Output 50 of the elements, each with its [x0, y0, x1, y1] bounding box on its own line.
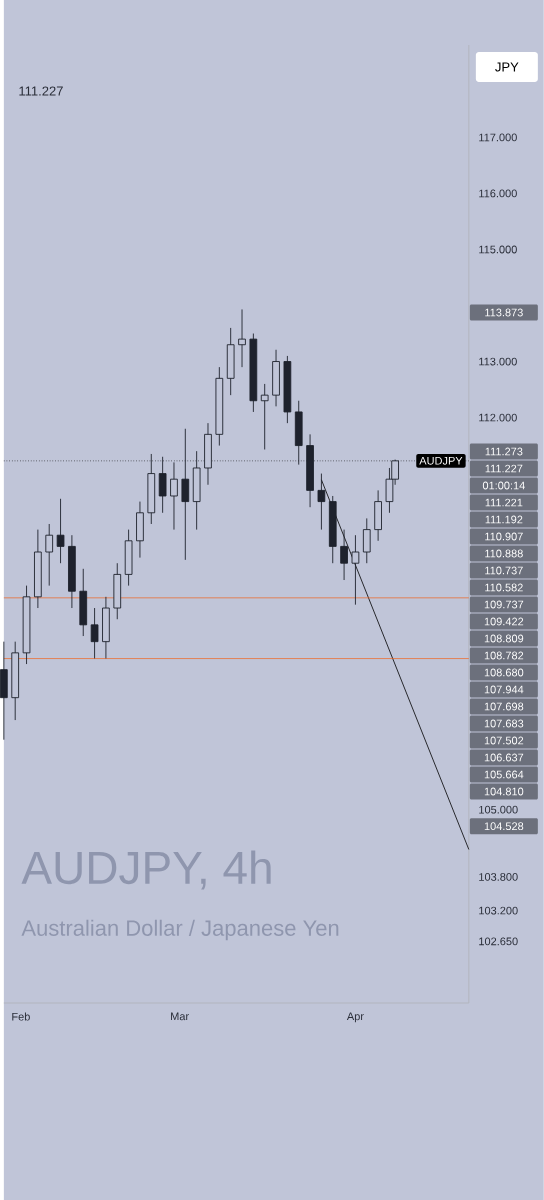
y-tick-label: 102.650 [479, 937, 518, 946]
text: 108.680 [484, 668, 524, 677]
ref-line-label: AUDJPY [419, 457, 463, 465]
text: 106.637 [484, 753, 524, 762]
y-tick-label: 112.000 [479, 413, 517, 422]
text: 111.227 [485, 464, 523, 473]
y-tick-label: 103.800 [479, 873, 518, 881]
text: 110.737 [485, 566, 523, 575]
y-tick-label: 105.000 [479, 805, 518, 814]
text: 111.273 [485, 447, 523, 456]
text: JPY [495, 62, 519, 72]
candlestick [238, 308, 246, 368]
x-tick-label: Mar [171, 1012, 190, 1021]
text: 107.502 [484, 736, 524, 745]
candlestick [260, 383, 269, 450]
text: 111.192 [485, 515, 523, 524]
text: 108.809 [484, 634, 524, 643]
text: 109.737 [484, 600, 524, 609]
candlestick [181, 428, 190, 561]
text: 108.782 [484, 651, 524, 660]
annotation: 111.227 [19, 86, 63, 96]
y-tick-label: 115.000 [479, 245, 517, 254]
text: 109.422 [484, 617, 524, 626]
text: 104.528 [484, 822, 524, 831]
text: 110.907 [485, 532, 523, 541]
text: 107.698 [484, 702, 524, 711]
text: 107.944 [484, 685, 524, 694]
x-tick-label: Feb [12, 1012, 30, 1021]
y-tick-label: 117.000 [479, 133, 517, 142]
candlestick [45, 523, 54, 587]
text: 105.664 [484, 770, 524, 779]
text: 110.888 [485, 549, 523, 558]
text: 01:00:14 [482, 481, 525, 490]
y-tick-label: 113.000 [479, 357, 517, 366]
text: 107.683 [484, 719, 524, 728]
text: 110.582 [485, 583, 523, 592]
text: 111.221 [485, 498, 523, 507]
text: 104.810 [484, 787, 524, 796]
candlestick [158, 456, 167, 514]
candlestick [56, 498, 65, 564]
text: 113.873 [485, 308, 523, 317]
candlestick [351, 534, 360, 606]
candlestick [317, 473, 326, 531]
y-tick-label: 103.200 [479, 906, 518, 915]
y-tick-label: 116.000 [479, 189, 517, 198]
candlestick [170, 461, 178, 531]
candlestick [363, 517, 371, 564]
candlestick [90, 607, 99, 659]
candlestick [340, 529, 349, 581]
x-tick-label: Apr [346, 1012, 364, 1023]
